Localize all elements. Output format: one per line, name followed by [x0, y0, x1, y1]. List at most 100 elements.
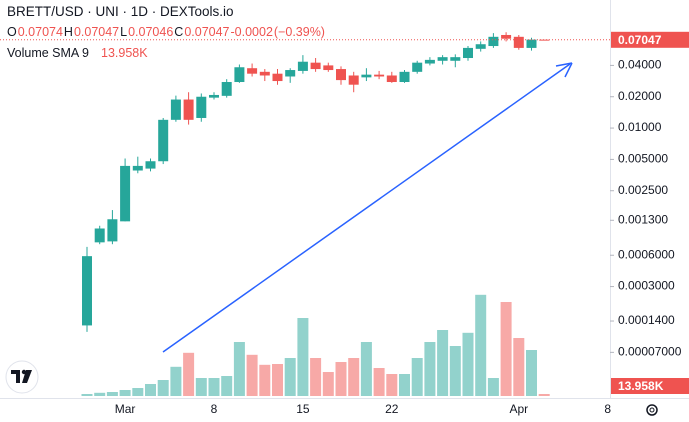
- candle-body: [259, 71, 270, 76]
- volume-bar: [221, 376, 233, 396]
- volume-bar: [297, 318, 309, 396]
- candle-body: [158, 119, 169, 162]
- ohlc-value: 0.07047: [73, 25, 120, 39]
- x-tick-label: 8: [211, 402, 218, 416]
- volume-bar: [487, 378, 499, 396]
- volume-bar: [360, 342, 372, 396]
- volume-bar: [81, 394, 93, 396]
- volume-bar: [284, 358, 296, 396]
- ohlc-line: O0.07074H0.07047L0.07046C0.07047-0.0002(…: [7, 25, 326, 39]
- volume-bar: [183, 352, 195, 396]
- volume-bar: [424, 342, 436, 396]
- ohlc-label: O: [7, 25, 17, 39]
- candle-body: [170, 99, 181, 120]
- y-tick-label: 0.04000: [618, 58, 662, 72]
- candle-body: [450, 57, 461, 61]
- logo-mark: [11, 370, 32, 383]
- candle-body: [297, 61, 308, 71]
- volume-bar: [399, 374, 410, 396]
- volume-bar: [386, 374, 398, 396]
- volume-bar: [170, 366, 182, 396]
- volume-sma-tag: [611, 378, 689, 394]
- chart-header: BRETT/USD · UNI · 1D · DEXTools.io: [7, 4, 235, 19]
- volume-bar: [500, 302, 512, 396]
- volume-bar: [145, 384, 156, 396]
- volume-bar: [348, 358, 360, 396]
- volume-bar: [259, 364, 271, 396]
- volume-bar: [462, 332, 474, 396]
- candle-body: [526, 39, 537, 48]
- candle-body: [247, 68, 258, 74]
- candle-body: [475, 44, 486, 49]
- volume-bar: [195, 378, 207, 396]
- y-tick-label: 0.005000: [618, 152, 668, 166]
- volume-bar: [335, 362, 347, 396]
- volume-bar: [310, 358, 322, 396]
- gear-hub[interactable]: [649, 407, 655, 413]
- candle-body: [272, 73, 283, 82]
- ohlc-label: H: [63, 25, 73, 39]
- volume-bar: [437, 330, 449, 396]
- candle-body: [488, 36, 499, 47]
- candle-body: [120, 165, 131, 222]
- volume-bar: [233, 342, 245, 396]
- x-tick-label: 22: [385, 402, 399, 416]
- ohlc-label: L: [120, 25, 128, 39]
- volume-bar: [157, 380, 169, 396]
- x-tick-label: Apr: [509, 402, 528, 416]
- volume-bar: [411, 358, 423, 396]
- y-tick-label: 0.0006000: [618, 247, 675, 261]
- y-tick-label: 0.002500: [618, 183, 668, 197]
- candle-body: [424, 59, 435, 64]
- x-tick-label: Mar: [115, 402, 136, 416]
- candle-body: [221, 82, 232, 96]
- volume-bar: [132, 388, 144, 396]
- candle-body: [374, 74, 385, 77]
- y-tick-label: 0.00007000: [618, 345, 682, 359]
- x-tick-label: 8: [604, 402, 611, 416]
- settings-icon[interactable]: [646, 404, 658, 416]
- logo-circle: [5, 360, 39, 394]
- candle-body: [348, 75, 359, 85]
- ohlc-value: 0.07074: [17, 25, 63, 39]
- volume-bar: [208, 378, 220, 396]
- volume-label: Volume SMA 9: [7, 46, 89, 60]
- candle-body: [513, 36, 524, 48]
- volume-bar: [449, 346, 461, 396]
- volume-bar: [272, 364, 283, 396]
- annotation-arrow: [162, 62, 573, 353]
- tradingview-logo: [5, 360, 39, 394]
- y-tick-label: 0.001300: [618, 212, 668, 226]
- candle-body: [196, 96, 207, 118]
- volume-bar: [94, 392, 106, 396]
- arrow-line: [162, 63, 571, 353]
- candle-body: [82, 256, 92, 326]
- candle-body: [107, 219, 118, 242]
- volume-bar: [538, 394, 550, 396]
- candle-body: [209, 94, 219, 98]
- last-price-tag: [611, 31, 689, 48]
- x-tick-label: 15: [296, 402, 310, 416]
- arrow-head: [555, 62, 573, 78]
- candle-body: [145, 161, 156, 169]
- candle-body: [285, 70, 296, 77]
- candle-body: [132, 165, 143, 171]
- logo-dot: [21, 369, 27, 375]
- candle-body: [234, 67, 245, 83]
- change: -0.0002: [230, 25, 273, 39]
- candle-body: [501, 34, 512, 39]
- y-tick-label: 0.01000: [618, 120, 662, 134]
- last-price-label: 0.07047: [618, 33, 662, 47]
- candle-body: [310, 62, 321, 70]
- candle-body: [386, 75, 397, 83]
- candle-body: [323, 65, 334, 71]
- candle-body: [183, 99, 194, 120]
- volume-sma-tag-label: 13.958K: [618, 379, 664, 393]
- gear[interactable]: [646, 404, 658, 416]
- volume-bar: [513, 338, 525, 396]
- y-tick-label: 0.02000: [618, 89, 662, 103]
- y-tick-label: 0.0003000: [618, 279, 675, 293]
